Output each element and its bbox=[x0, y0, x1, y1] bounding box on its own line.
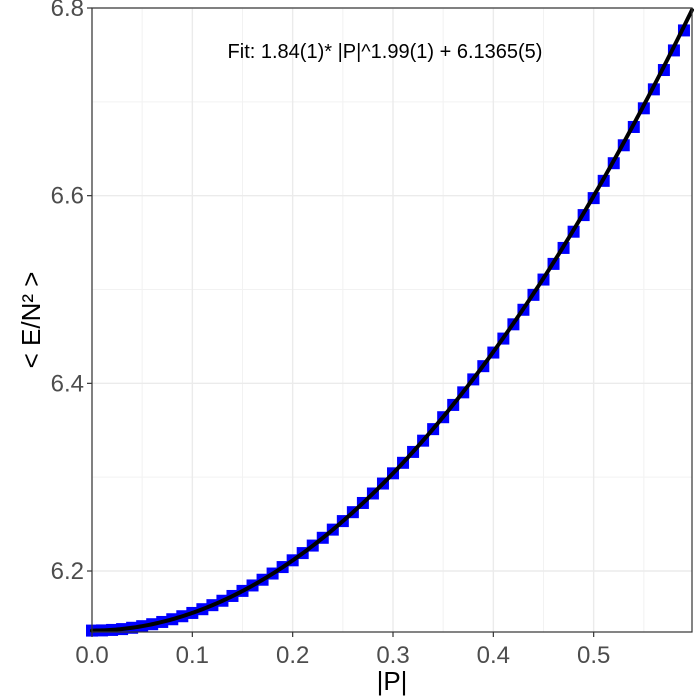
y-tick-label: 6.4 bbox=[51, 370, 84, 397]
plot-border bbox=[91, 7, 693, 633]
x-tick-label: 0.4 bbox=[477, 642, 510, 669]
x-tick-label: 0.5 bbox=[577, 642, 610, 669]
y-tick-label: 6.8 bbox=[51, 0, 84, 22]
y-tick-label: 6.6 bbox=[51, 183, 84, 210]
x-axis-title: |P| bbox=[377, 666, 408, 696]
fit-curve bbox=[90, 7, 694, 633]
y-tick-label: 6.2 bbox=[51, 558, 84, 585]
x-tick-label: 0.3 bbox=[376, 642, 409, 669]
y-tick-labels: 6.2 6.4 6.6 6.8 bbox=[51, 0, 84, 585]
fit-annotation: Fit: 1.84(1)* |P|^1.99(1) + 6.1365(5) bbox=[228, 41, 543, 63]
x-tick-labels: 0.0 0.1 0.2 0.3 0.4 0.5 bbox=[75, 642, 610, 669]
axis-ticks bbox=[87, 7, 595, 637]
x-tick-label: 0.0 bbox=[75, 642, 108, 669]
y-axis-title: < E/N² > bbox=[16, 272, 46, 369]
x-tick-label: 0.1 bbox=[176, 642, 209, 669]
x-tick-label: 0.2 bbox=[276, 642, 309, 669]
